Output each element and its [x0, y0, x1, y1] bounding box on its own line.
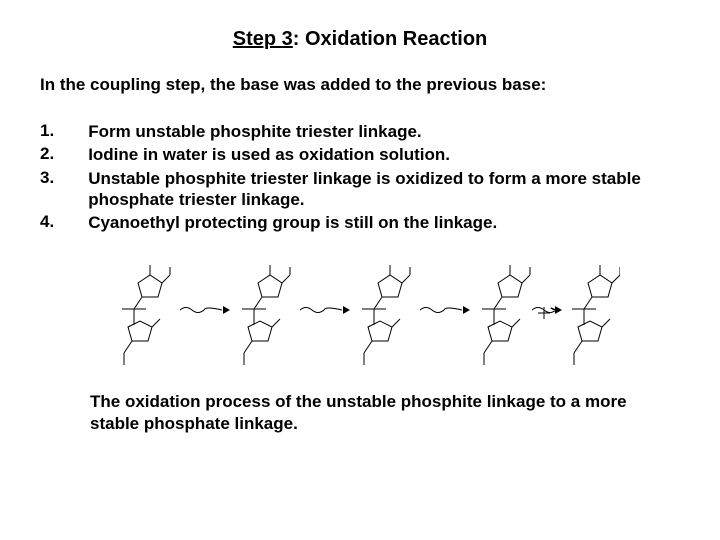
list-text: Iodine in water is used as oxidation sol… — [88, 144, 680, 167]
intro-text: In the coupling step, the base was added… — [40, 75, 680, 95]
list-number: 4. — [40, 212, 88, 235]
list-item: 1. Form unstable phosphite triester link… — [40, 121, 680, 144]
list-text: Form unstable phosphite triester linkage… — [88, 121, 680, 144]
reaction-diagram-container — [40, 255, 680, 375]
list-text: Unstable phosphite triester linkage is o… — [88, 168, 680, 213]
title-sep: : — [293, 28, 305, 50]
page-title: Step 3: Oxidation Reaction — [40, 28, 680, 51]
list-text: Cyanoethyl protecting group is still on … — [88, 212, 680, 235]
list-item: 2. Iodine in water is used as oxidation … — [40, 144, 680, 167]
list-number: 1. — [40, 121, 88, 144]
list-number: 2. — [40, 144, 88, 167]
title-name: Oxidation Reaction — [305, 28, 487, 50]
list-item: 3. Unstable phosphite triester linkage i… — [40, 168, 680, 213]
title-step: Step 3 — [233, 28, 293, 50]
list-item: 4. Cyanoethyl protecting group is still … — [40, 212, 680, 235]
slide-page: Step 3: Oxidation Reaction In the coupli… — [0, 0, 720, 540]
list-number: 3. — [40, 168, 88, 213]
reaction-diagram — [100, 255, 620, 375]
diagram-caption: The oxidation process of the unstable ph… — [90, 391, 660, 434]
numbered-list: 1. Form unstable phosphite triester link… — [40, 121, 680, 235]
